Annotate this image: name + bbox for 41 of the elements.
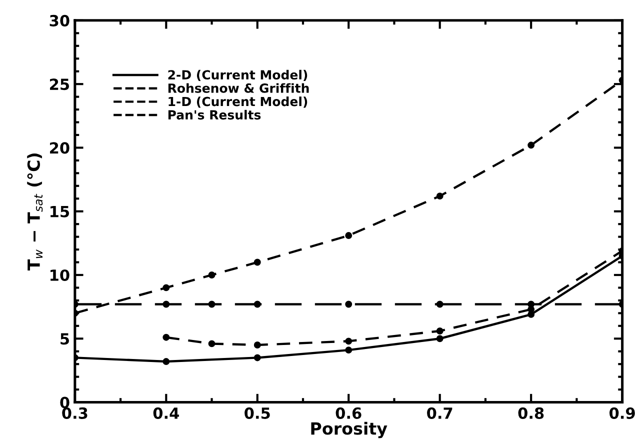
point — [254, 354, 261, 362]
point — [436, 300, 444, 308]
point — [208, 272, 216, 278]
x-tick-label: 0.5 — [244, 407, 270, 419]
point — [254, 300, 261, 308]
point — [345, 346, 352, 354]
x-tick-label: 0.4 — [153, 407, 179, 419]
point — [436, 328, 444, 334]
x-tick-label: 0.6 — [336, 407, 362, 419]
point — [208, 340, 216, 348]
point — [162, 358, 170, 366]
y-tick-label: 25 — [50, 78, 69, 90]
point — [345, 232, 352, 239]
x-axis-title: Porosity — [311, 422, 388, 438]
y-tick-label: 0 — [60, 396, 70, 408]
point — [208, 300, 216, 308]
y-tick-label: 10 — [50, 269, 70, 282]
point — [162, 284, 170, 292]
point — [436, 192, 444, 200]
legend-label: Rohsenow & Griffith — [168, 83, 309, 93]
x-tick-label: 0.3 — [62, 407, 88, 419]
y-tick-label: 5 — [60, 333, 69, 345]
y-axis-title: T$_{w}$ − T$_{sat}$ (°C) — [27, 154, 43, 271]
y-tick-label: 20 — [50, 142, 70, 154]
point — [254, 258, 261, 266]
x-tick-label: 0.7 — [427, 407, 452, 419]
point — [528, 142, 535, 149]
legend-label: 2-D (Current Model) — [168, 70, 308, 82]
point — [436, 335, 444, 342]
point — [528, 306, 535, 313]
point — [254, 342, 261, 348]
y-tick-label: 15 — [50, 206, 69, 218]
x-tick-label: 0.9 — [610, 407, 635, 419]
legend-label: Pan's Results — [168, 110, 261, 120]
legend-label: 1-D (Current Model) — [168, 96, 308, 108]
point — [162, 334, 170, 341]
point — [345, 338, 352, 345]
x-tick-label: 0.8 — [518, 407, 544, 419]
y-tick-label: 30 — [50, 14, 70, 26]
point — [345, 300, 352, 308]
point — [162, 300, 170, 308]
